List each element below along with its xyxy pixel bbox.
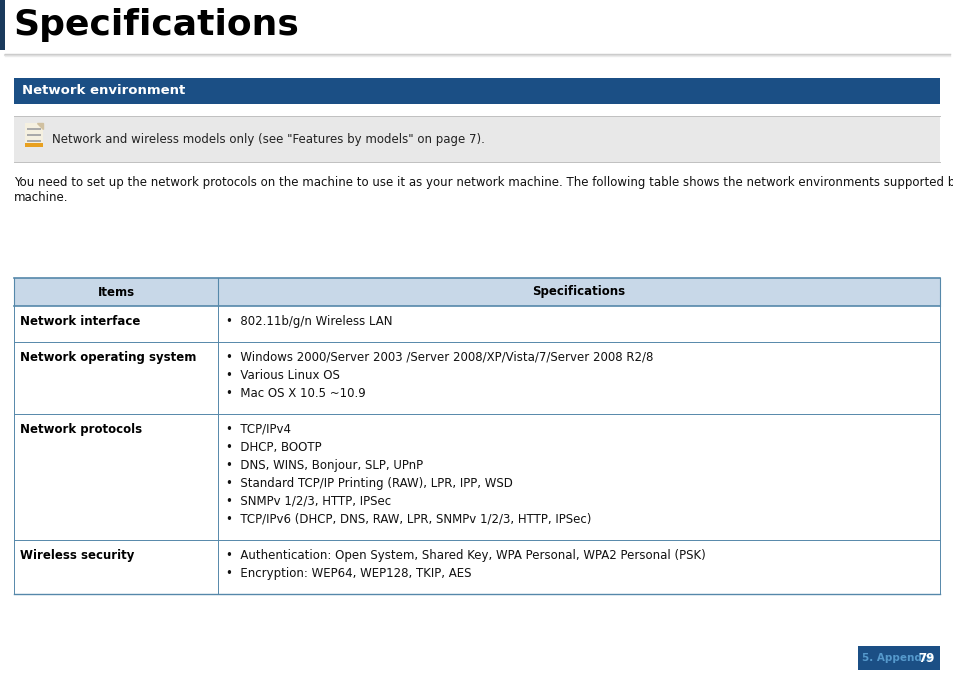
Text: •  Windows 2000/Server 2003 /Server 2008/XP/Vista/7/Server 2008 R2/8: • Windows 2000/Server 2003 /Server 2008/… bbox=[226, 351, 653, 364]
Text: •  DHCP, BOOTP: • DHCP, BOOTP bbox=[226, 441, 321, 454]
Text: Network operating system: Network operating system bbox=[20, 351, 196, 364]
Bar bbox=[25, 123, 43, 147]
Bar bbox=[27, 134, 41, 136]
Bar bbox=[27, 128, 41, 130]
Text: •  802.11b/g/n Wireless LAN: • 802.11b/g/n Wireless LAN bbox=[226, 315, 392, 328]
Text: •  Encryption: WEP64, WEP128, TKIP, AES: • Encryption: WEP64, WEP128, TKIP, AES bbox=[226, 567, 471, 580]
Text: •  TCP/IPv4: • TCP/IPv4 bbox=[226, 423, 291, 436]
Polygon shape bbox=[37, 123, 43, 129]
Bar bbox=[14, 306, 939, 342]
Text: Network and wireless models only (see "Features by models" on page 7).: Network and wireless models only (see "F… bbox=[52, 132, 484, 146]
Text: •  Standard TCP/IP Printing (RAW), LPR, IPP, WSD: • Standard TCP/IP Printing (RAW), LPR, I… bbox=[226, 477, 513, 490]
Text: 79: 79 bbox=[917, 651, 933, 664]
Bar bbox=[14, 540, 939, 594]
Text: •  TCP/IPv6 (DHCP, DNS, RAW, LPR, SNMPv 1/2/3, HTTP, IPSec): • TCP/IPv6 (DHCP, DNS, RAW, LPR, SNMPv 1… bbox=[226, 513, 591, 526]
Text: Wireless security: Wireless security bbox=[20, 549, 134, 562]
Bar bbox=[14, 78, 939, 104]
Text: Specifications: Specifications bbox=[13, 8, 298, 42]
Text: Specifications: Specifications bbox=[532, 286, 625, 298]
Text: •  Various Linux OS: • Various Linux OS bbox=[226, 369, 339, 382]
Text: Items: Items bbox=[97, 286, 134, 298]
Text: Network environment: Network environment bbox=[22, 84, 185, 97]
Bar bbox=[25, 143, 43, 147]
Text: •  Authentication: Open System, Shared Key, WPA Personal, WPA2 Personal (PSK): • Authentication: Open System, Shared Ke… bbox=[226, 549, 705, 562]
Bar bbox=[14, 414, 939, 540]
Text: •  DNS, WINS, Bonjour, SLP, UPnP: • DNS, WINS, Bonjour, SLP, UPnP bbox=[226, 459, 423, 472]
Bar bbox=[14, 342, 939, 414]
Text: machine.: machine. bbox=[14, 191, 69, 204]
Bar bbox=[14, 278, 939, 306]
Text: Network protocols: Network protocols bbox=[20, 423, 142, 436]
Bar bbox=[857, 646, 939, 670]
Text: 5. Appendix: 5. Appendix bbox=[862, 653, 931, 663]
Text: Network interface: Network interface bbox=[20, 315, 140, 328]
Text: •  Mac OS X 10.5 ~10.9: • Mac OS X 10.5 ~10.9 bbox=[226, 387, 365, 400]
Text: You need to set up the network protocols on the machine to use it as your networ: You need to set up the network protocols… bbox=[14, 176, 953, 189]
Bar bbox=[0, 0, 5, 50]
Text: •  SNMPv 1/2/3, HTTP, IPSec: • SNMPv 1/2/3, HTTP, IPSec bbox=[226, 495, 391, 508]
Bar bbox=[27, 140, 41, 142]
Bar bbox=[14, 116, 939, 162]
